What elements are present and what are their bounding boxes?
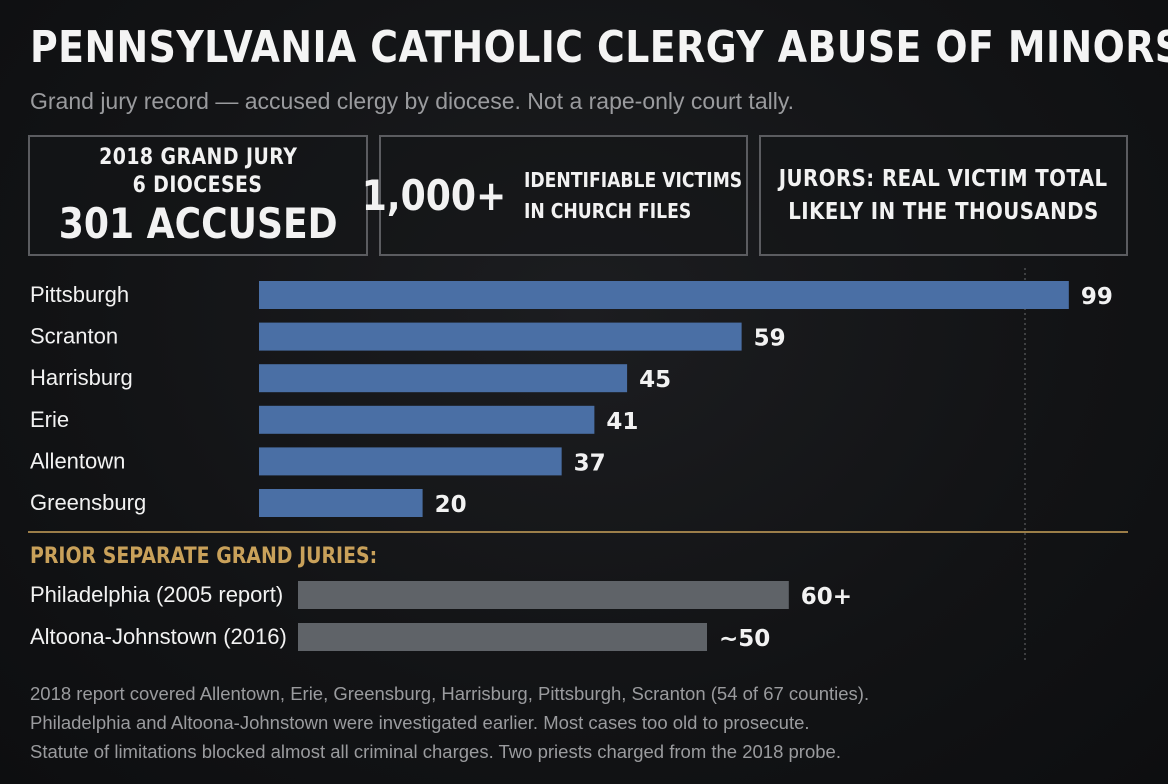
prior-bar-altoona-johnstown-2016 [298,623,707,651]
prior-value-label-altoona-johnstown-2016: ~50 [719,626,770,652]
category-label-scranton: Scranton [30,324,118,349]
prior-bar-philadelphia-2005-report [298,581,789,609]
prior-category-label-philadelphia-2005-report: Philadelphia (2005 report) [30,582,283,607]
stat-box-grand-jury-line1: 2018 GRAND JURY [98,144,298,170]
bar-scranton [259,322,742,351]
value-label-greensburg: 20 [435,492,467,518]
prior-grand-juries-heading-text: PRIOR SEPARATE GRAND JURIES: [30,544,378,569]
value-label-allentown: 37 [574,450,606,476]
stat-box-victims-line2: IN CHURCH FILES [523,198,691,223]
category-label-harrisburg: Harrisburg [30,365,133,390]
category-label-pittsburgh: Pittsburgh [30,282,129,307]
footnote-3: Statute of limitations blocked almost al… [30,741,841,762]
stat-box-victims-count: 1,000+ [361,171,506,220]
value-label-erie: 41 [606,409,638,435]
stat-box-jurors-line2: LIKELY IN THE THOUSANDS [788,198,1099,225]
value-label-harrisburg: 45 [639,367,671,393]
category-label-greensburg: Greensburg [30,490,146,515]
stat-box-jurors: JURORS: REAL VICTIM TOTAL LIKELY IN THE … [759,135,1128,256]
prior-category-label-altoona-johnstown-2016: Altoona-Johnstown (2016) [30,624,287,649]
stat-box-victims-caption: IDENTIFIABLE VICTIMS IN CHURCH FILES [524,165,778,227]
bar-greensburg [259,489,423,517]
value-label-pittsburgh: 99 [1081,284,1113,310]
footnote-1: 2018 report covered Allentown, Erie, Gre… [30,683,870,704]
prior-value-label-philadelphia-2005-report: 60+ [801,584,852,610]
chart-subtitle: Grand jury record — accused clergy by di… [30,88,795,114]
footnote-2: Philadelphia and Altoona-Johnstown were … [30,712,810,733]
stat-box-grand-jury-line2: 6 DIOCESES [133,172,263,198]
bar-erie [259,405,595,434]
stat-box-grand-jury-total: 301 ACCUSED [58,198,338,248]
category-label-erie: Erie [30,407,69,432]
stat-box-jurors-line1: JURORS: REAL VICTIM TOTAL [779,165,1108,192]
bar-pittsburgh [259,281,1069,309]
stat-box-victims: 1,000+ IDENTIFIABLE VICTIMS IN CHURCH FI… [361,135,748,256]
prior-grand-juries-heading: PRIOR SEPARATE GRAND JURIES: [30,544,434,569]
bar-allentown [259,447,562,476]
category-label-allentown: Allentown [30,448,125,473]
footnotes: 2018 report covered Allentown, Erie, Gre… [30,679,869,766]
value-label-scranton: 59 [754,326,786,352]
bar-harrisburg [259,364,628,393]
chart-title: PENNSYLVANIA CATHOLIC CLERGY ABUSE OF MI… [30,22,1168,73]
stat-box-victims-line1: IDENTIFIABLE VICTIMS [523,167,742,192]
stat-box-grand-jury: 2018 GRAND JURY 6 DIOCESES 301 ACCUSED [28,135,368,256]
